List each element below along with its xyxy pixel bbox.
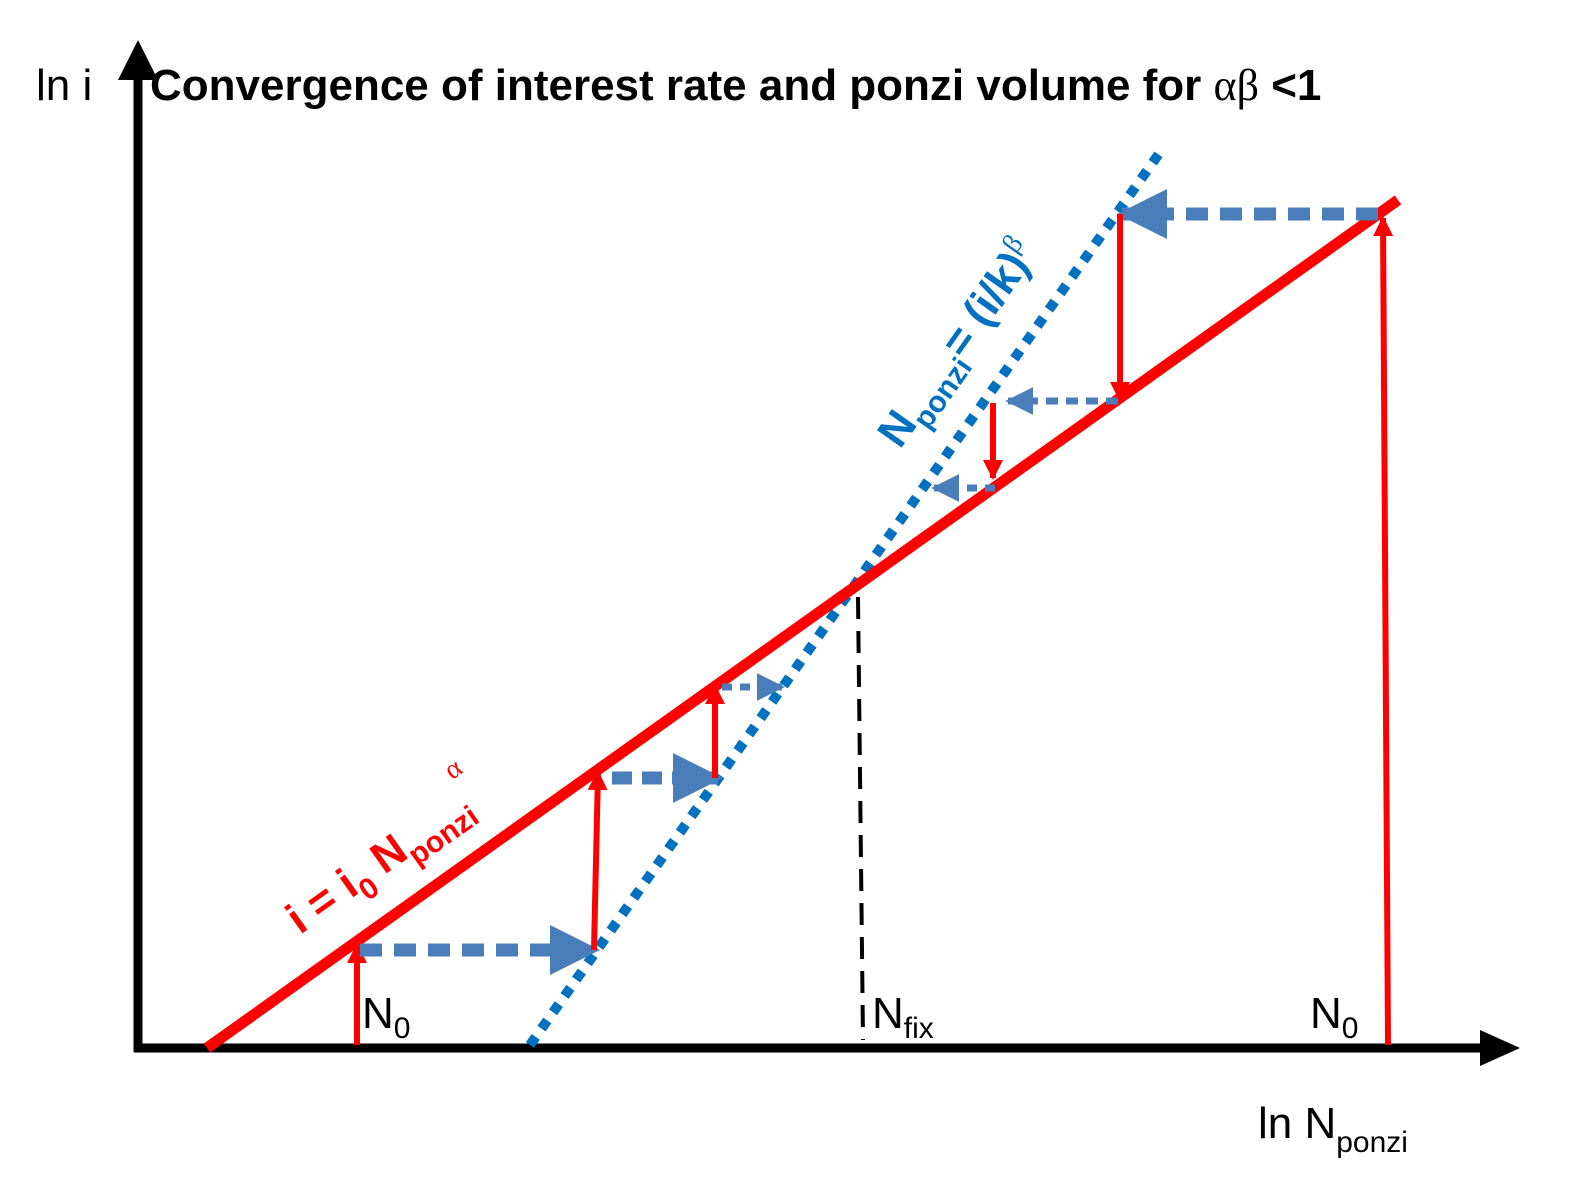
blue-label-part: = (i/k) [932,243,1039,366]
iteration-steps [347,189,1394,1046]
red-curve [203,195,1402,1053]
title: Convergence of interest rate and ponzi v… [150,61,1321,110]
red-label-part: α [438,752,468,786]
marker-base: N [362,989,394,1038]
marker-label: N0 [1310,989,1358,1045]
x-axis-sub: ponzi [1336,1126,1408,1159]
marker-sub: fix [904,1012,934,1045]
marker-label: N0 [362,989,410,1045]
x-axis-label: ln Nponzi [1258,1099,1408,1159]
marker-label: Nfix [872,989,934,1045]
title-text: Convergence of interest rate and ponzi v… [150,61,1201,110]
axes [118,40,1520,1066]
fixed-point-line [856,596,865,1041]
blue-curve-label: Nponzi= (i/k)β [866,229,1054,461]
marker-base: N [872,989,904,1038]
title-symbol: αβ [1214,61,1259,110]
x-axis-base: ln N [1258,1099,1336,1148]
title-tail: <1 [1271,61,1321,110]
marker-base: N [1310,989,1342,1038]
y-axis-label: ln i [36,61,92,110]
marker-sub: 0 [1342,1012,1359,1045]
red-label-part: i = i [277,860,366,943]
marker-sub: 0 [394,1012,411,1045]
